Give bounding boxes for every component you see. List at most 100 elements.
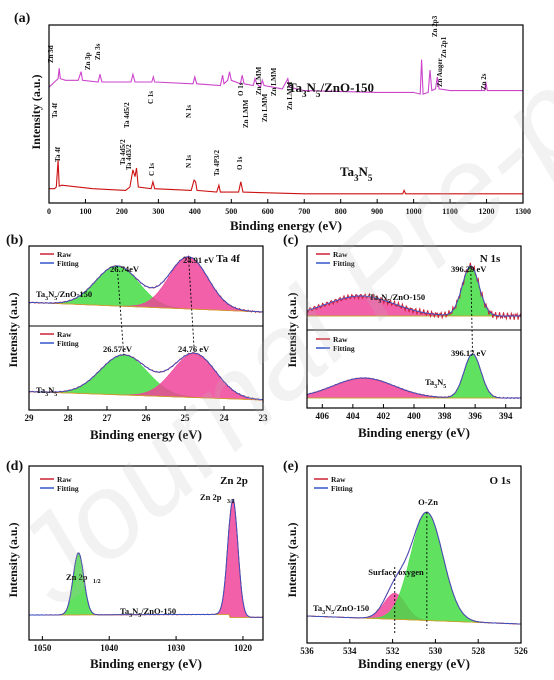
x-tick-label: 27	[103, 413, 113, 423]
peak-label: C 1s	[148, 163, 156, 176]
panel-label-b: (b)	[6, 233, 23, 248]
peak-label: Zn LMM	[286, 81, 294, 110]
peak-energy-label: 396.29 eV	[451, 264, 487, 274]
peak-label: Zn 2p	[200, 492, 222, 502]
x-tick-label: 528	[471, 646, 485, 656]
sample-label: Ta3N5/ZnO-150	[36, 289, 92, 302]
series-line	[49, 160, 523, 195]
peak-label: Zn 2p	[66, 572, 88, 582]
panel-label-e: (e)	[283, 459, 299, 474]
x-tick-label: 29	[25, 413, 35, 423]
x-tick-label: 396	[468, 411, 482, 421]
legend-entry: Fitting	[331, 484, 353, 493]
x-axis-label: Binding energy (eV)	[358, 656, 470, 671]
legend-entry: Raw	[333, 250, 348, 259]
x-axis-label: Binding energy (eV)	[90, 656, 202, 671]
legend-entry: Fitting	[57, 259, 79, 268]
legend-entry: Raw	[57, 475, 72, 484]
peak-label: N 1s	[185, 105, 193, 118]
y-axis-label: Intensity (a.u.)	[285, 522, 299, 597]
legend-entry: Raw	[57, 330, 72, 339]
peak-guide	[188, 256, 195, 354]
legend-entry: Fitting	[333, 259, 355, 268]
fitting-line	[307, 511, 521, 625]
fitting-line	[306, 353, 521, 399]
x-tick-label: 398	[438, 411, 452, 421]
x-tick-label: 600	[262, 207, 274, 216]
legend-entry: Raw	[333, 335, 348, 344]
x-tick-label: 200	[116, 207, 128, 216]
series-label-ta3n5: Ta3N5	[340, 164, 373, 183]
x-tick-label: 532	[386, 646, 400, 656]
legend-entry: Fitting	[333, 344, 355, 353]
x-tick-label: 1000	[406, 207, 422, 216]
peak-energy-label: 26.57eV	[103, 344, 133, 354]
x-axis-label: Binding energy (eV)	[90, 427, 202, 442]
peak-label: O 1s	[237, 82, 245, 96]
x-tick-label: 1300	[515, 207, 531, 216]
x-tick-label: 530	[429, 646, 443, 656]
x-tick-label: 300	[152, 207, 164, 216]
peak-label: Zn 3s	[94, 43, 102, 60]
x-tick-label: 1050	[33, 643, 52, 653]
peak-label: Ta 4d5/2	[119, 139, 127, 165]
panel-label-a: (a)	[14, 11, 31, 26]
peak-energy-label: 26.74eV	[110, 264, 140, 274]
panel-title: Ta 4f	[216, 253, 240, 265]
peak-label: Zn LMM	[261, 93, 269, 122]
x-axis-label: Binding energy (eV)	[230, 218, 342, 233]
legend-entry: Raw	[331, 475, 346, 484]
x-tick-label: 1040	[100, 643, 119, 653]
peak-label: Zn 2p3	[431, 15, 439, 37]
x-tick-label: 394	[499, 411, 513, 421]
y-axis-label: Intensity (a.u.)	[29, 74, 43, 149]
x-tick-label: 500	[225, 207, 237, 216]
x-tick-label: 404	[346, 411, 360, 421]
fitting-line	[29, 498, 263, 618]
background-line	[29, 302, 263, 313]
panel-title: N 1s	[480, 253, 501, 265]
peak-label: C 1s	[147, 91, 155, 104]
x-tick-label: 536	[300, 646, 314, 656]
o1s-frame	[306, 465, 522, 644]
peak-energy-label: 24.76 eV	[178, 344, 210, 354]
peak-energy-label: 396.17 eV	[451, 348, 487, 358]
x-tick-label: 700	[298, 207, 310, 216]
peak-label: Zn 3d	[47, 45, 55, 63]
peak-label-sub: 1/2	[93, 579, 101, 585]
y-axis-label: Intensity (a.u.)	[285, 292, 299, 367]
sample-label: Ta3N5/ZnO-150	[120, 606, 176, 619]
panel-label-d: (d)	[6, 459, 23, 474]
x-tick-label: 900	[371, 207, 383, 216]
sample-label: Ta3N5/ZnO-150	[313, 603, 369, 616]
x-tick-label: 1100	[442, 207, 458, 216]
y-axis-label: Intensity (a.u.)	[6, 522, 20, 597]
peak-label: Zn LMM	[270, 67, 278, 96]
peak-label: O-Zn	[418, 497, 438, 507]
sample-label: Ta3N5/ZnO-150	[369, 292, 425, 305]
zn2p-frame	[28, 465, 264, 641]
x-tick-label: 28	[64, 413, 74, 423]
x-tick-label: 400	[189, 207, 201, 216]
series-label-composite: Ta3N5/ZnO-150	[288, 80, 374, 99]
x-axis-label: Binding energy (eV)	[358, 425, 470, 440]
x-tick-label: 25	[181, 413, 191, 423]
legend-entry: Fitting	[57, 484, 79, 493]
peak-label: Ta 4f	[51, 102, 59, 118]
peak-label-sub: 3/2	[227, 499, 235, 505]
x-tick-label: 100	[79, 207, 91, 216]
peak-label: Zn 2p1	[440, 36, 448, 58]
legend-entry: Raw	[57, 250, 72, 259]
background-line	[29, 391, 263, 401]
peak-label: Zn Auger	[436, 58, 444, 87]
x-tick-label: 1200	[479, 207, 495, 216]
peak-guide	[470, 265, 473, 354]
fitting-line	[29, 256, 264, 313]
x-tick-label: 526	[514, 646, 528, 656]
x-tick-label: 400	[407, 411, 421, 421]
peak-label: Zn LMM	[242, 99, 250, 128]
survey-frame	[48, 24, 524, 204]
peak-label: O 1s	[236, 156, 244, 170]
peak-label: Ta 4f	[54, 146, 62, 162]
